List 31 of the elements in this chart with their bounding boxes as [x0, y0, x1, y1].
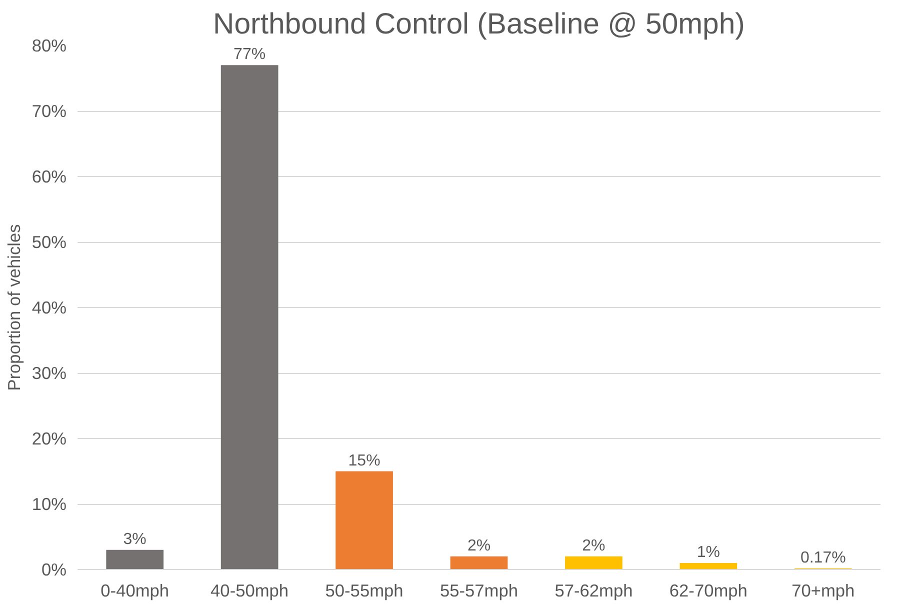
data-label: 15%	[348, 452, 380, 470]
y-tick-label: 60%	[32, 166, 67, 186]
data-label: 3%	[123, 530, 146, 548]
bar	[680, 562, 738, 570]
y-tick-label: 50%	[32, 232, 67, 252]
y-tick-label: 0%	[41, 560, 66, 580]
bar	[106, 550, 164, 570]
x-tick-label: 50-55mph	[325, 580, 404, 600]
x-tick-label: 55-57mph	[440, 580, 518, 600]
data-label: 0.17%	[800, 549, 846, 566]
y-tick-label: 30%	[32, 363, 67, 383]
bar	[450, 556, 508, 570]
x-tick-label: 57-62mph	[554, 580, 633, 600]
chart-title: Northbound Control (Baseline @ 50mph)	[213, 8, 745, 40]
bar	[336, 471, 393, 570]
data-label: 77%	[234, 46, 266, 64]
y-tick-label: 20%	[32, 428, 67, 448]
data-label: 1%	[696, 544, 720, 561]
x-tick-label: 62-70mph	[669, 580, 748, 600]
y-tick-label: 80%	[32, 36, 67, 56]
bar	[220, 65, 278, 570]
data-label: 2%	[582, 537, 606, 554]
x-tick-label: 40-50mph	[210, 580, 289, 600]
y-tick-label: 10%	[32, 494, 67, 514]
x-tick-label: 0-40mph	[100, 580, 170, 600]
x-tick-label: 70+mph	[792, 580, 855, 600]
y-tick-label: 70%	[32, 101, 67, 121]
y-tick-label: 40%	[32, 298, 67, 318]
y-axis-title: Proportion of vehicles	[4, 224, 24, 391]
data-label: 2%	[467, 537, 491, 554]
bar	[565, 556, 622, 570]
